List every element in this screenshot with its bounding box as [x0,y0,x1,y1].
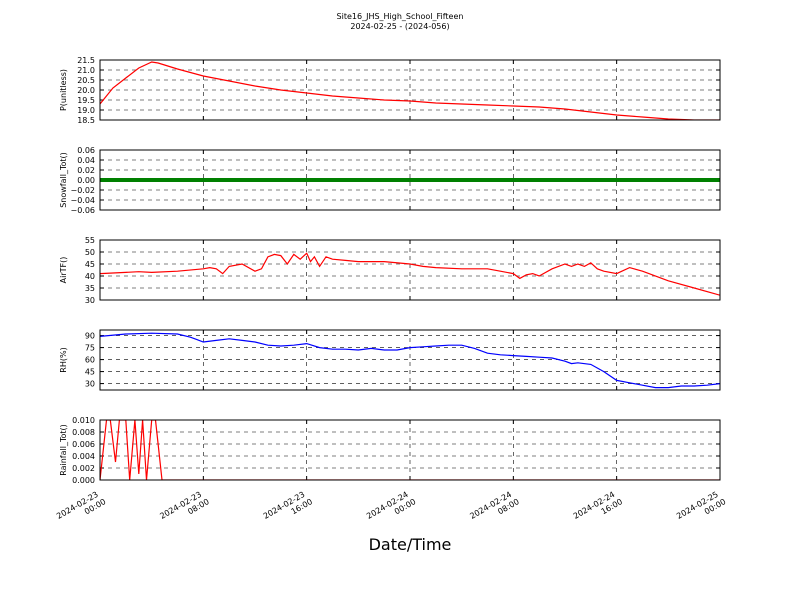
plot-frame [99,329,721,391]
y-tick-label: 30 [85,296,95,305]
y-tick-label: 0.000 [72,476,95,485]
series-line-3 [100,252,720,296]
y-tick-label: 50 [85,248,95,257]
y-tick-label: 35 [85,284,95,293]
y-tick-label: 0.002 [72,464,95,473]
plot-frame [99,59,721,121]
y-axis-label: AirTF() [59,257,68,284]
y-tick-label: 0.02 [77,166,95,175]
series-line-4 [100,332,720,389]
panel-2: 0.060.040.020.00−0.02−0.04−0.06Snowfall_… [59,146,721,215]
y-tick-label: 60 [85,356,95,365]
y-tick-label: −0.02 [70,186,95,195]
y-tick-label: −0.04 [70,196,95,205]
panels: 21.521.020.520.019.519.018.5 P(unitless) 0… [59,56,721,485]
plot-frame [99,419,721,481]
y-axis-label: P(unitless) [59,69,68,111]
series-line-5 [100,420,720,480]
y-tick-label: −0.06 [70,206,95,215]
y-tick-label: 21.5 [77,56,95,65]
y-tick-label: 20.0 [77,86,95,95]
plot-frame [99,239,721,301]
y-tick-label: 0.004 [72,452,95,461]
y-tick-label: 75 [85,344,95,353]
plot-frame [99,149,721,211]
y-tick-label: 45 [85,260,95,269]
x-axis-label: Date/Time [369,535,452,554]
panel-3: 55 50 45 40 35 30 AirTF() [59,236,721,305]
y-tick-label: 21.0 [77,66,95,75]
chart-title: Site16_JHS_High_School_Fifteen [337,12,464,21]
y-axis-label: Snowfall_Tot() [59,152,68,208]
y-tick-label: 19.0 [77,106,95,115]
y-axis-label: RH(%) [59,347,68,372]
y-tick-label: 0.010 [72,416,95,425]
y-tick-label: 0.008 [72,428,95,437]
y-axis-label: Rainfall_Tot() [59,424,68,476]
y-tick-label: 30 [85,380,95,389]
y-tick-label: 18.5 [77,116,95,125]
y-tick-label: 19.5 [77,96,95,105]
y-tick-label: 0.00 [77,176,95,185]
y-tick-label: 0.006 [72,440,95,449]
series-line-1 [100,61,720,120]
y-tick-label: 40 [85,272,95,281]
chart-subtitle: 2024-02-25 - (2024-056) [350,22,449,31]
y-tick-label: 0.04 [77,156,95,165]
y-tick-label: 55 [85,236,95,245]
y-tick-label: 20.5 [77,76,95,85]
panel-1: 21.521.020.520.019.519.018.5 P(unitless) [59,56,721,125]
y-tick-label: 0.06 [77,146,95,155]
y-tick-label: 45 [85,368,95,377]
panel-4: 90 75 60 45 30 RH(%) [59,329,721,391]
panel-5: 0.010 0.008 0.006 0.004 0.002 0.000 Rainfall_T… [59,416,721,485]
y-tick-label: 90 [85,332,95,341]
